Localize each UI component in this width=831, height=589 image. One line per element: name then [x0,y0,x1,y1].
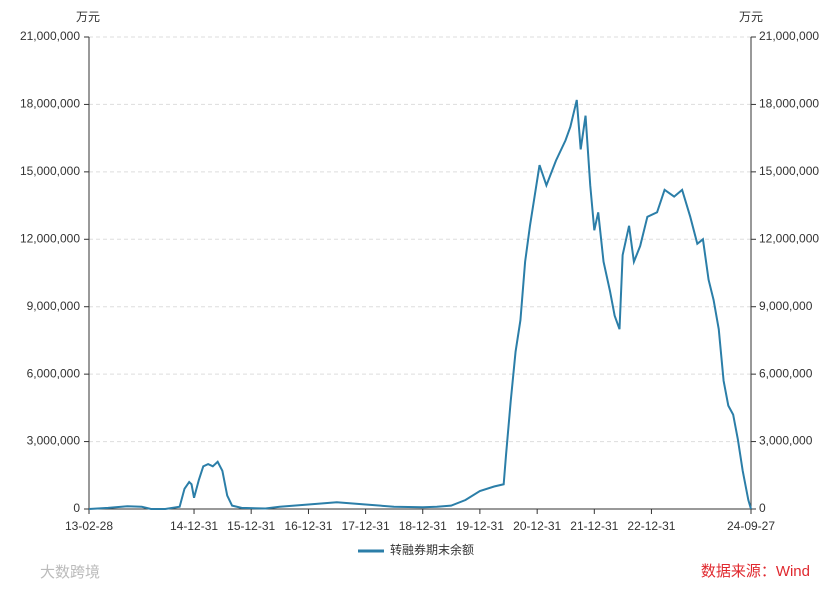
x-tick-label: 17-12-31 [342,519,390,533]
y2-tick-label: 3,000,000 [759,434,813,448]
x-tick-label: 24-09-27 [727,519,775,533]
y2-tick-label: 18,000,000 [759,97,819,111]
x-tick-label: 15-12-31 [227,519,275,533]
y-tick-label: 21,000,000 [20,29,80,43]
x-tick-label: 13-02-28 [65,519,113,533]
watermark: 大数跨境 [40,563,100,581]
y2-tick-label: 0 [759,501,766,515]
x-tick-label: 21-12-31 [570,519,618,533]
y2-tick-label: 9,000,000 [759,299,813,313]
y-tick-label: 0 [73,501,80,515]
x-tick-label: 20-12-31 [513,519,561,533]
y2-tick-label: 15,000,000 [759,164,819,178]
x-tick-label: 22-12-31 [627,519,675,533]
y2-tick-label: 21,000,000 [759,29,819,43]
x-tick-label: 14-12-31 [170,519,218,533]
source: 数据来源：Wind [701,563,810,580]
y-tick-label: 6,000,000 [27,366,81,380]
x-tick-label: 19-12-31 [456,519,504,533]
y-tick-label: 12,000,000 [20,231,80,245]
legend-label: 转融券期末余额 [390,542,474,557]
x-tick-label: 16-12-31 [284,519,332,533]
y-tick-label: 3,000,000 [27,434,81,448]
y-unit: 万元 [76,10,100,24]
y2-tick-label: 12,000,000 [759,231,819,245]
y-tick-label: 15,000,000 [20,164,80,178]
x-tick-label: 18-12-31 [399,519,447,533]
y2-tick-label: 6,000,000 [759,366,813,380]
y2-unit: 万元 [739,10,763,24]
line-series [88,99,752,510]
y-tick-label: 18,000,000 [20,97,80,111]
y-tick-label: 9,000,000 [27,299,81,313]
